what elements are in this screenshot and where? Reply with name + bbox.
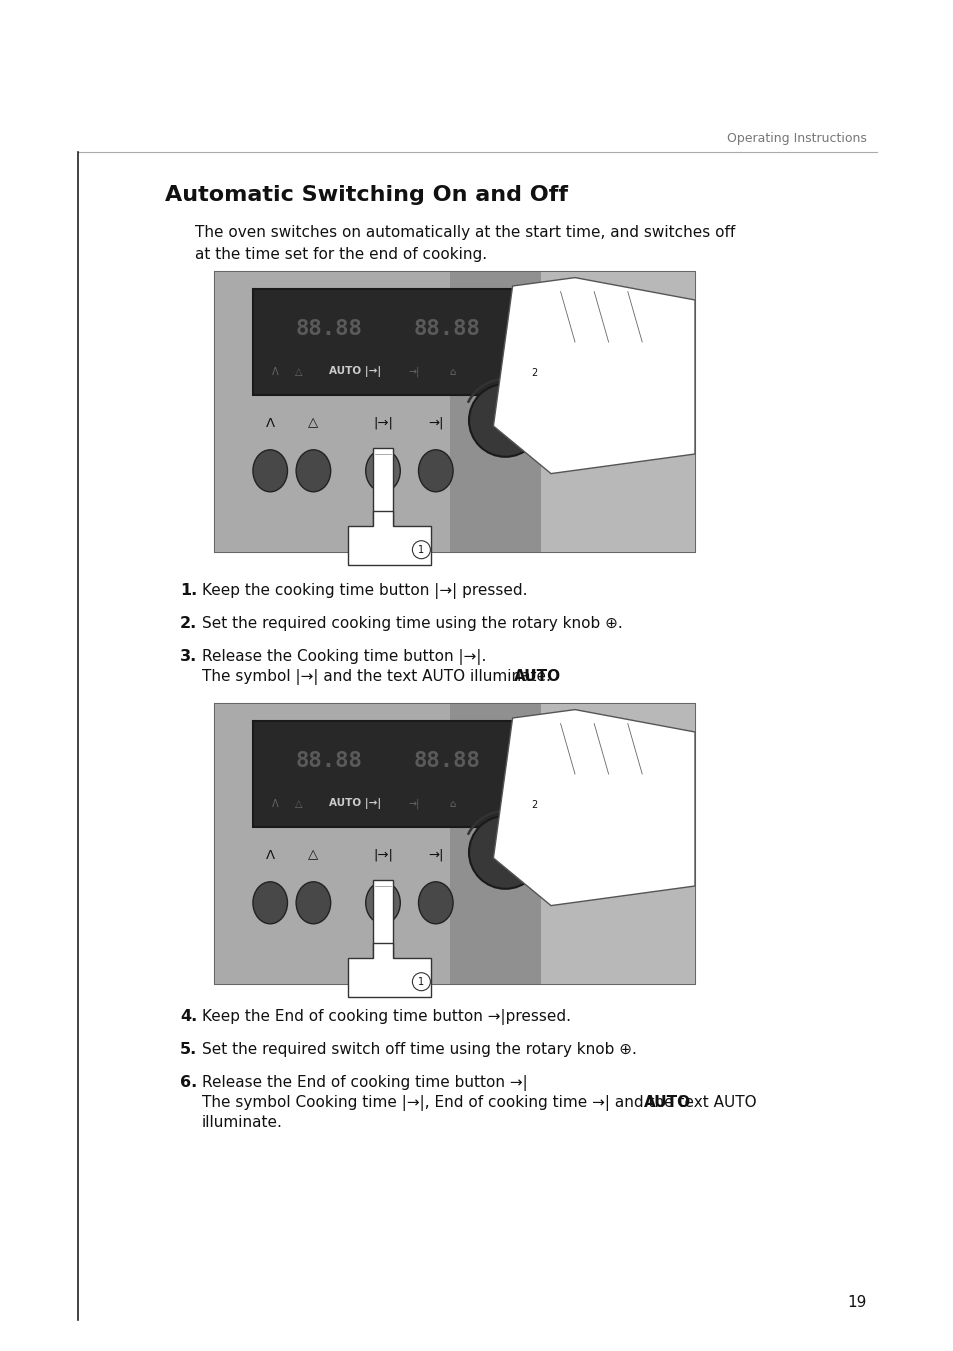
Text: The symbol |→| and the text AUTO illuminate.: The symbol |→| and the text AUTO illumin… xyxy=(202,669,550,685)
Text: The oven switches on automatically at the start time, and switches off: The oven switches on automatically at th… xyxy=(194,226,735,240)
Text: 2.: 2. xyxy=(180,616,197,631)
Bar xyxy=(450,704,541,984)
Circle shape xyxy=(412,540,430,559)
Bar xyxy=(373,880,393,958)
Text: →|: →| xyxy=(409,798,420,809)
Ellipse shape xyxy=(365,882,400,924)
Text: AUTO: AUTO xyxy=(643,1096,690,1111)
Text: △: △ xyxy=(295,366,302,377)
Text: Set the required cooking time using the rotary knob ⊕.: Set the required cooking time using the … xyxy=(202,616,622,631)
Text: 1: 1 xyxy=(418,544,424,555)
Text: →|: →| xyxy=(409,366,420,377)
Bar xyxy=(214,272,695,553)
Text: |→|: |→| xyxy=(373,416,393,430)
Bar xyxy=(214,272,541,553)
Ellipse shape xyxy=(253,450,287,492)
Text: Operating Instructions: Operating Instructions xyxy=(726,132,866,145)
Text: AUTO |→|: AUTO |→| xyxy=(329,366,381,377)
Text: Release the Cooking time button |→|.: Release the Cooking time button |→|. xyxy=(202,648,486,665)
Text: 88.88: 88.88 xyxy=(294,751,362,771)
Text: Keep the End of cooking time button →|pressed.: Keep the End of cooking time button →|pr… xyxy=(202,1009,571,1025)
Text: △: △ xyxy=(295,798,302,809)
Text: Λ: Λ xyxy=(272,366,278,377)
Circle shape xyxy=(525,363,543,382)
Bar xyxy=(541,704,695,984)
Text: 2: 2 xyxy=(531,367,537,378)
Bar xyxy=(450,272,541,553)
Circle shape xyxy=(525,796,543,815)
Text: The symbol Cooking time |→|, End of cooking time →| and the text AUTO: The symbol Cooking time |→|, End of cook… xyxy=(202,1096,756,1111)
Polygon shape xyxy=(493,709,695,905)
Text: 88.88: 88.88 xyxy=(413,751,480,771)
Text: 1: 1 xyxy=(418,977,424,986)
Text: |→|: |→| xyxy=(373,848,393,862)
Ellipse shape xyxy=(295,882,331,924)
Text: Λ: Λ xyxy=(272,798,278,809)
Text: △: △ xyxy=(308,848,318,862)
Text: AUTO |→|: AUTO |→| xyxy=(329,798,381,809)
Text: illuminate.: illuminate. xyxy=(202,1115,283,1129)
Bar xyxy=(214,704,541,984)
Text: 5.: 5. xyxy=(180,1042,197,1056)
Text: →|: →| xyxy=(428,848,443,862)
Text: 88.88: 88.88 xyxy=(413,319,480,339)
Text: ⌂: ⌂ xyxy=(449,366,455,377)
Text: Keep the cooking time button |→| pressed.: Keep the cooking time button |→| pressed… xyxy=(202,584,527,598)
Text: △: △ xyxy=(308,416,318,430)
Circle shape xyxy=(412,973,430,990)
Text: Set the required switch off time using the rotary knob ⊕.: Set the required switch off time using t… xyxy=(202,1042,637,1056)
Ellipse shape xyxy=(295,450,331,492)
Text: AUTO: AUTO xyxy=(514,669,560,684)
Text: Λ: Λ xyxy=(265,416,274,430)
Text: 88.88: 88.88 xyxy=(294,319,362,339)
Circle shape xyxy=(469,816,541,889)
Ellipse shape xyxy=(418,450,453,492)
Bar xyxy=(253,289,521,396)
Polygon shape xyxy=(493,277,695,474)
Text: 1.: 1. xyxy=(180,584,197,598)
Polygon shape xyxy=(348,511,431,566)
Bar xyxy=(253,721,521,827)
Polygon shape xyxy=(348,943,431,997)
Text: 3.: 3. xyxy=(180,648,197,663)
Bar xyxy=(541,272,695,553)
Text: 2: 2 xyxy=(531,800,537,811)
Text: 19: 19 xyxy=(846,1296,866,1310)
Bar xyxy=(214,704,695,984)
Text: Automatic Switching On and Off: Automatic Switching On and Off xyxy=(165,185,567,205)
Text: ⌂: ⌂ xyxy=(449,798,455,809)
Circle shape xyxy=(469,384,541,457)
Text: Λ: Λ xyxy=(265,848,274,862)
Text: 6.: 6. xyxy=(180,1075,197,1090)
Ellipse shape xyxy=(253,882,287,924)
Ellipse shape xyxy=(418,882,453,924)
Text: Release the End of cooking time button →|: Release the End of cooking time button →… xyxy=(202,1075,527,1092)
Bar xyxy=(373,447,393,526)
Text: 4.: 4. xyxy=(180,1009,197,1024)
Text: →|: →| xyxy=(428,416,443,430)
Text: at the time set for the end of cooking.: at the time set for the end of cooking. xyxy=(194,247,487,262)
Ellipse shape xyxy=(365,450,400,492)
